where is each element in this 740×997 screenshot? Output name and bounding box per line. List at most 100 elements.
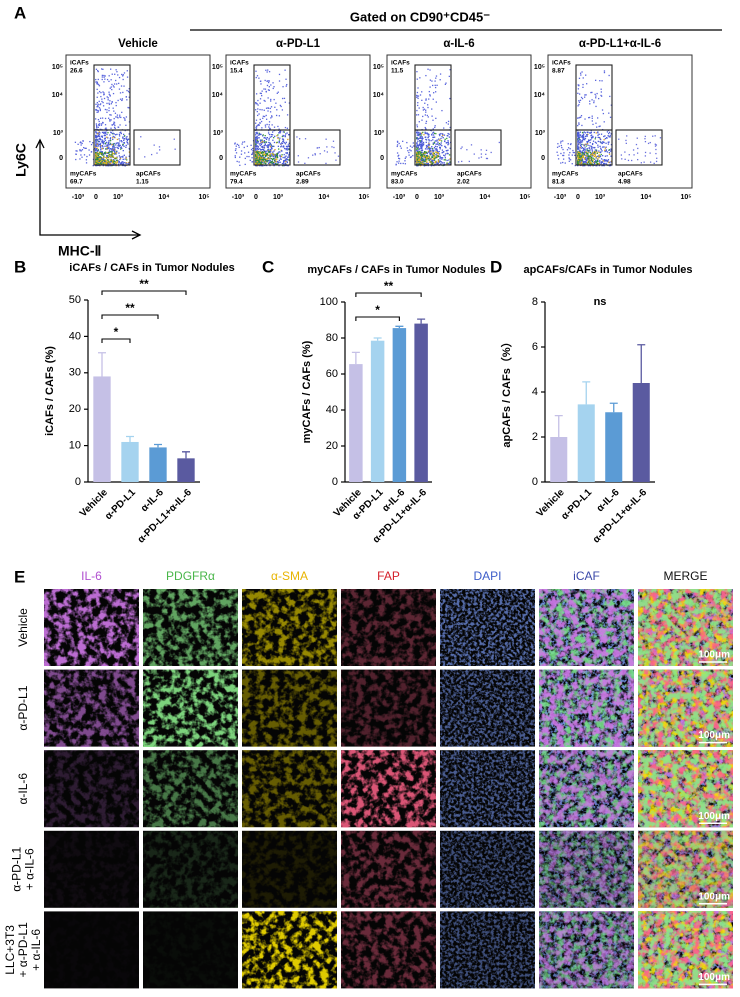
row-label: + α-IL-6 (29, 929, 43, 971)
bar (121, 441, 139, 482)
gate-value: 26.6 (70, 68, 83, 75)
gate-value: 8.87 (552, 68, 565, 75)
error-bar (154, 443, 162, 448)
bar (93, 376, 111, 482)
scale-bar-label: 100μm (698, 972, 730, 983)
x-tick-label: 0 (415, 194, 419, 201)
column-label: PDGFRα (166, 569, 215, 583)
x-tick-label: α-PD-L1 (103, 487, 138, 522)
error-bar (98, 352, 106, 377)
column-label: DAPI (473, 569, 501, 583)
micrograph-signal (242, 750, 337, 828)
flow-plot (65, 54, 211, 189)
column-label: α-SMA (271, 569, 308, 583)
y-tick-label: 0 (541, 155, 545, 162)
micrograph (143, 911, 238, 989)
error-bar (554, 414, 563, 437)
y-tick-label: 10 (69, 440, 81, 452)
gate-value: 4.98 (618, 179, 631, 186)
micrograph-signal (341, 750, 436, 828)
y-tick-label: 20 (326, 440, 338, 452)
gate-name: myCAFs (391, 171, 418, 178)
gate-value: 2.02 (457, 179, 470, 186)
panel-letter: A (14, 3, 26, 22)
y-tick-label: 100 (320, 296, 338, 308)
y-tick-label: 6 (532, 341, 538, 353)
row-label: + α-IL-6 (23, 848, 37, 890)
error-bar (582, 381, 591, 405)
y-tick-label: 0 (332, 476, 338, 488)
micrograph-signal (44, 830, 139, 908)
y-tick-label: 10⁵ (212, 64, 223, 71)
flow-plot (386, 54, 532, 189)
error-bar (182, 451, 190, 459)
micrograph-signal (242, 911, 337, 989)
panel-letter: C (262, 257, 274, 276)
panel-letter: E (14, 567, 25, 586)
gate (133, 129, 181, 166)
x-tick-label: 0 (576, 194, 580, 201)
column-label: iCAF (573, 569, 600, 583)
y-tick-label: 0 (219, 155, 223, 162)
micrograph-signal (638, 589, 733, 666)
y-axis-label: myCAFs / CAFs (%) (301, 340, 313, 443)
scale-bar-label: 100μm (698, 811, 730, 822)
axis-label: MHC-Ⅱ (58, 243, 101, 259)
y-tick-label: 0 (380, 155, 384, 162)
events (395, 68, 500, 167)
micrograph-signal (440, 750, 535, 828)
x-tick-label: 10⁴ (640, 194, 652, 201)
x-tick-label: 0 (94, 194, 98, 201)
chart-title: iCAFs / CAFs in Tumor Nodules (69, 262, 234, 274)
x-tick-label: 10³ (273, 194, 284, 201)
y-tick-label: 80 (326, 332, 338, 344)
gate (414, 129, 452, 166)
micrograph-signal (242, 830, 337, 908)
micrograph-signal (242, 669, 337, 747)
gate-value: 81.8 (552, 179, 565, 186)
gate (93, 129, 131, 166)
x-tick-label: 10³ (434, 194, 445, 201)
y-tick-label: 50 (69, 294, 81, 306)
micrograph-signal (440, 669, 535, 747)
bar (605, 412, 623, 482)
chart-title: myCAFs / CAFs in Tumor Nodules (307, 264, 485, 276)
y-tick-label: 10⁴ (212, 92, 224, 99)
y-tick-label: 4 (532, 386, 538, 398)
error-bar (351, 351, 360, 365)
error-bar (417, 318, 426, 324)
micrograph-signal (341, 830, 436, 908)
micrograph-signal (638, 911, 733, 989)
micrograph-signal (539, 911, 634, 989)
gate (253, 129, 291, 166)
y-axis-label: iCAFs / CAFs (%) (44, 346, 56, 436)
chart-title: apCAFs/CAFs in Tumor Nodules (523, 264, 692, 276)
micrograph-signal (440, 911, 535, 989)
significance: ** (384, 279, 394, 293)
micrograph-signal (242, 589, 337, 666)
events (556, 70, 662, 167)
x-tick-label: 10⁵ (519, 194, 530, 201)
significance-bracket (101, 314, 159, 319)
micrograph-signal (539, 750, 634, 828)
micrograph-signal (44, 669, 139, 747)
y-tick-label: 10⁴ (52, 92, 64, 99)
micrograph-signal (539, 669, 634, 747)
gate-name: iCAFs (70, 60, 89, 67)
y-tick-label: 40 (69, 330, 81, 342)
x-tick-label: α-PD-L1 (559, 487, 594, 522)
bar (149, 447, 167, 482)
significance: ** (139, 277, 149, 291)
flow-plot (547, 54, 693, 189)
micrograph-signal (638, 750, 733, 828)
micrograph-signal (440, 589, 535, 666)
significance: ns (594, 296, 607, 308)
bar (370, 340, 385, 482)
significance-bracket (355, 292, 422, 297)
micrograph-signal (638, 830, 733, 908)
arrow-heads (35, 138, 142, 240)
x-tick-label: -10³ (72, 194, 85, 201)
micrograph-signal (539, 830, 634, 908)
plot-title: α-IL-6 (443, 38, 474, 50)
y-tick-label: 20 (69, 403, 81, 415)
